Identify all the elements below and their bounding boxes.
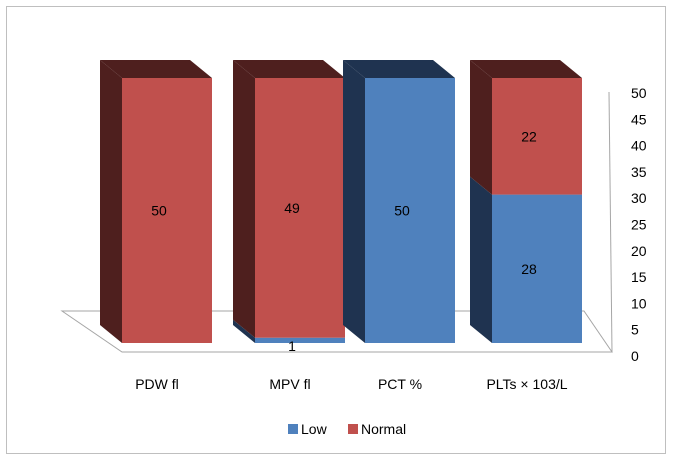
bar-normal-pdw-fl-front (122, 78, 212, 343)
y-tick-label: 5 (631, 322, 639, 338)
data-label-low-plts-103-l: 28 (521, 261, 537, 277)
bar-low-pct-side (343, 60, 365, 343)
data-label-normal-plts-103-l: 22 (521, 128, 537, 144)
bar-normal-mpv-fl-front (255, 78, 345, 338)
data-label-normal-pdw-fl: 50 (151, 203, 167, 219)
bar-plts-103-l-top (470, 60, 582, 78)
bar-low-plts-103-l-side (470, 176, 492, 343)
legend-swatch-normal (348, 424, 358, 434)
y-tick-label: 45 (631, 111, 647, 127)
x-tick-label-pdw-fl: PDW fl (135, 376, 179, 392)
bar-low-mpv-fl-front (255, 337, 345, 343)
legend-label-normal: Normal (361, 421, 406, 437)
y-tick-label: 25 (631, 217, 647, 233)
x-tick-label-pct: PCT % (378, 376, 422, 392)
y-tick-label: 30 (631, 190, 647, 206)
y-tick-label: 15 (631, 269, 647, 285)
x-tick-label-plts-103-l: PLTs × 103/L (486, 376, 567, 392)
data-label-normal-mpv-fl: 49 (284, 200, 300, 216)
bar-low-pct-front (365, 78, 455, 343)
bar-normal-plts-103-l-front (492, 78, 582, 195)
y-tick-label: 50 (631, 85, 647, 101)
y-tick-label: 10 (631, 295, 647, 311)
y-tick-label: 0 (631, 348, 639, 364)
legend-swatch-low (288, 424, 298, 434)
y-axis-line (608, 91, 613, 353)
y-tick-label: 40 (631, 138, 647, 154)
y-tick-label: 35 (631, 164, 647, 180)
bar-low-plts-103-l-front (492, 194, 582, 343)
bar-low-mpv-fl-side (233, 319, 255, 343)
bar-normal-plts-103-l-side (470, 60, 492, 195)
bar-normal-mpv-fl-side (233, 60, 255, 338)
chart-frame (6, 6, 666, 454)
y-tick-label: 20 (631, 243, 647, 259)
bar-mpv-fl-top (233, 60, 345, 78)
x-tick-label-mpv-fl: MPV fl (269, 376, 310, 392)
data-label-low-pct: 50 (394, 203, 410, 219)
bar-pdw-fl-top (100, 60, 212, 78)
data-label-low-mpv-fl: 1 (288, 338, 296, 354)
bar-normal-pdw-fl-side (100, 60, 122, 343)
legend-label-low: Low (301, 421, 328, 437)
bar-pct-top (343, 60, 455, 78)
